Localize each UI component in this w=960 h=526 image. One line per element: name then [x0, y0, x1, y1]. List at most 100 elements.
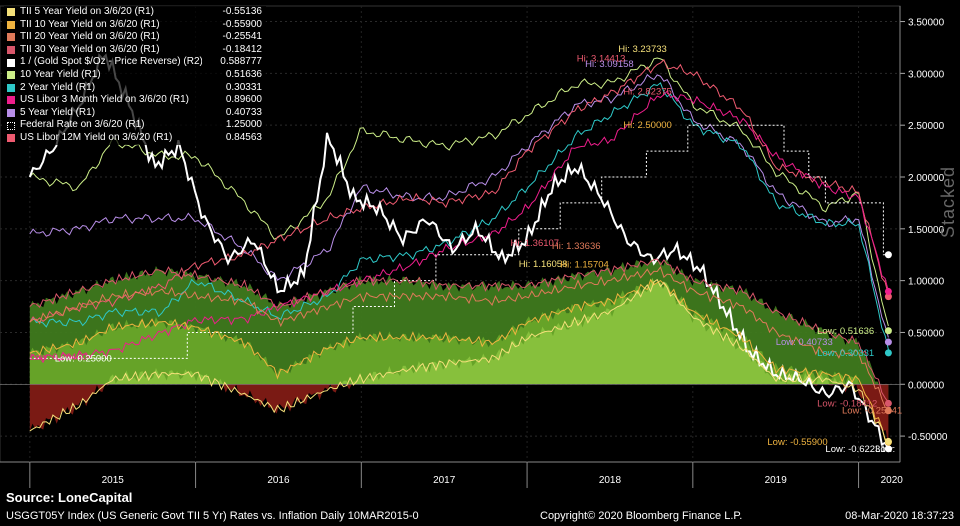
- series-end-marker: [884, 445, 892, 453]
- legend-entry: TII 20 Year Yield on 3/6/20 (R1) -0.25541: [4, 31, 266, 44]
- y-tick-label: 2.00000: [908, 173, 945, 184]
- chart-annotation: Hi: 3.23733: [618, 44, 667, 55]
- ticker-description: USGGT05Y Index (US Generic Govt TII 5 Yr…: [6, 510, 419, 522]
- x-tick-label: 2020: [881, 475, 904, 486]
- chart-annotation: Low: 0.26460: [30, 352, 87, 363]
- series-end-marker: [884, 407, 892, 415]
- chart-annotation: Low: 0.51636: [817, 326, 874, 337]
- legend-entry: Federal Rate on 3/6/20 (R1) 1.25000: [4, 119, 266, 132]
- series-end-marker: [884, 349, 892, 357]
- y-tick-label: 3.00000: [908, 69, 945, 80]
- legend-series-name: 10 Year Yield (R1): [20, 68, 101, 80]
- chart-annotation: Low: -0.62231: [825, 444, 885, 455]
- legend-entry: 2 Year Yield (R1) 0.30331: [4, 82, 266, 95]
- chart-annotation: Hi: 3.14413: [577, 53, 626, 64]
- legend-series-value: 0.588777: [220, 56, 262, 68]
- series-line: [29, 57, 889, 327]
- area-tii5-positive: [29, 278, 889, 385]
- legend-swatch: [7, 134, 15, 143]
- legend-series-name: US Libor 12M Yield on 3/6/20 (R1): [20, 131, 173, 143]
- legend-swatch: [7, 83, 15, 92]
- series-end-marker: [884, 437, 892, 445]
- chart-annotation: Low:: [875, 444, 895, 455]
- source-label: Source: LoneCapital: [6, 490, 133, 505]
- legend-entry: 1 / (Gold Spot $/Oz - Price Reverse) (R2…: [4, 56, 266, 69]
- y-tick-label: -0.50000: [908, 432, 948, 443]
- legend-series-value: -0.18412: [222, 43, 262, 55]
- series-line: [29, 73, 889, 338]
- legend-entry: TII 30 Year Yield on 3/6/20 (R1) -0.18412: [4, 44, 266, 57]
- legend-swatch: [7, 58, 15, 67]
- legend-entry: TII 5 Year Yield on 3/6/20 (R1) -0.55136: [4, 6, 266, 19]
- legend-swatch: [7, 96, 15, 105]
- chart-annotation: Low: -0.25541: [842, 406, 902, 417]
- series-end-marker: [884, 251, 892, 259]
- legend-entry: TII 10 Year Yield on 3/6/20 (R1) -0.55900: [4, 19, 266, 32]
- x-tick-label: 2015: [102, 475, 125, 486]
- legend-series-value: -0.55900: [222, 18, 262, 30]
- y-tick-label: 0.50000: [908, 328, 945, 339]
- legend-entry: 5 Year Yield (R1) 0.40733: [4, 107, 266, 120]
- series-line: [29, 58, 889, 323]
- legend-series-value: -0.25541: [222, 31, 262, 43]
- legend-series-name: Federal Rate on 3/6/20 (R1): [20, 119, 145, 131]
- legend-swatch: [7, 46, 15, 55]
- legend-series-value: 0.30331: [225, 81, 262, 93]
- series-line: [29, 258, 889, 403]
- stacked-label: Stacked: [938, 165, 958, 238]
- legend-series-value: 1.25000: [225, 119, 262, 131]
- legend-entry: US Libor 3 Month Yield on 3/6/20 (R1) 0.8…: [4, 94, 266, 107]
- legend-series-name: 1 / (Gold Spot $/Oz - Price Reverse) (R2…: [20, 56, 203, 68]
- legend-series-value: 0.40733: [225, 106, 262, 118]
- timestamp: 08-Mar-2020 18:37:23: [845, 510, 954, 522]
- x-tick-label: 2018: [599, 475, 622, 486]
- legend-series-value: 0.89600: [225, 94, 262, 106]
- chart-annotation: Hi: 2.50000: [623, 120, 672, 131]
- series-line: [29, 266, 889, 409]
- legend-swatch: [7, 20, 15, 29]
- legend-swatch: [7, 71, 15, 80]
- series-line: [29, 82, 889, 350]
- chart-annotation: Hi: 2.82375: [623, 87, 672, 98]
- chart-annotation: Low: -0.18412: [817, 398, 877, 409]
- y-tick-label: 2.50000: [908, 121, 945, 132]
- legend-swatch: [7, 33, 15, 42]
- legend-swatch: [7, 109, 15, 118]
- chart-annotation: Low: 0.25000: [55, 353, 112, 364]
- legend-series-value: 0.51636: [225, 68, 262, 80]
- legend-series-name: TII 20 Year Yield on 3/6/20 (R1): [20, 31, 160, 43]
- chart-annotation: Hi: 1.16058: [519, 259, 568, 270]
- series-end-marker: [884, 293, 892, 301]
- copyright-notice: Copyright© 2020 Bloomberg Finance L.P.: [540, 510, 743, 522]
- series-line: [29, 278, 889, 440]
- chart-annotation: Low: 0.40733: [776, 337, 833, 348]
- legend-series-name: TII 10 Year Yield on 3/6/20 (R1): [20, 18, 160, 30]
- legend-swatch: [7, 121, 15, 130]
- chart-annotation: Hi: 3.09158: [585, 59, 634, 70]
- legend-entry: US Libor 12M Yield on 3/6/20 (R1) 0.84563: [4, 132, 266, 145]
- x-tick-label: 2019: [765, 475, 788, 486]
- x-tick-label: 2016: [267, 475, 290, 486]
- series-line: [29, 124, 889, 359]
- legend-series-name: TII 5 Year Yield on 3/6/20 (R1): [20, 6, 154, 17]
- chart-annotation: Hi: 1.36107: [510, 238, 559, 249]
- x-tick-label: 2017: [433, 475, 456, 486]
- chart-annotation: Low: 0.30331: [817, 348, 874, 359]
- y-tick-label: 0.00000: [908, 380, 945, 391]
- series-end-marker: [884, 287, 892, 295]
- legend-series-name: US Libor 3 Month Yield on 3/6/20 (R1): [20, 94, 189, 106]
- chart-annotation: Low: -0.55900: [767, 437, 827, 448]
- legend-swatch: [7, 8, 15, 17]
- y-tick-label: 1.00000: [908, 277, 945, 288]
- series-end-marker: [884, 338, 892, 346]
- legend-series-name: TII 30 Year Yield on 3/6/20 (R1): [20, 43, 160, 55]
- legend-entry: 10 Year Yield (R1) 0.51636: [4, 69, 266, 82]
- legend-series-value: -0.55136: [222, 6, 262, 17]
- series-line: [29, 278, 889, 441]
- chart-annotation: Hi: 1.33636: [552, 241, 601, 252]
- legend-series-name: 5 Year Yield (R1): [20, 106, 96, 118]
- series-line: [28, 52, 890, 450]
- series-end-marker: [884, 327, 892, 335]
- series-end-marker: [884, 399, 892, 407]
